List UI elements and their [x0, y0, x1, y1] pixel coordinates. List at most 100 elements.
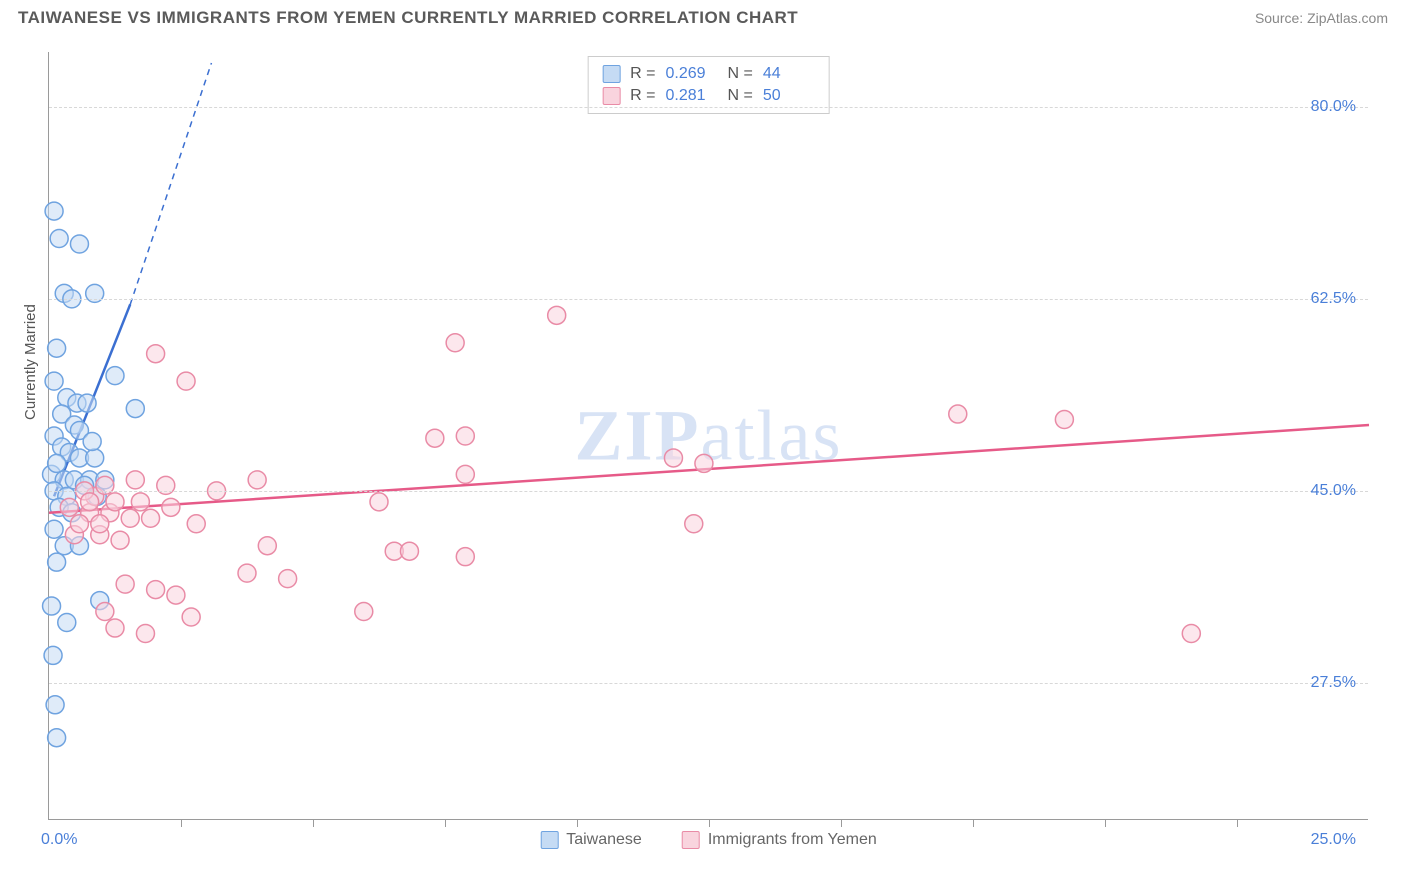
data-point-yemen	[456, 465, 474, 483]
data-point-yemen	[1182, 624, 1200, 642]
data-point-yemen	[685, 515, 703, 533]
x-end-label: 25.0%	[1311, 831, 1356, 849]
data-point-yemen	[70, 515, 88, 533]
legend-label-taiwanese: Taiwanese	[566, 831, 642, 849]
swatch-yemen	[682, 831, 700, 849]
chart-title: TAIWANESE VS IMMIGRANTS FROM YEMEN CURRE…	[18, 8, 798, 28]
data-point-taiwanese	[50, 230, 68, 248]
data-point-yemen	[142, 509, 160, 527]
data-point-yemen	[131, 493, 149, 511]
x-tick	[577, 819, 578, 827]
data-point-taiwanese	[45, 372, 63, 390]
legend-series: Taiwanese Immigrants from Yemen	[540, 831, 877, 849]
chart-header: TAIWANESE VS IMMIGRANTS FROM YEMEN CURRE…	[0, 0, 1406, 34]
gridline	[49, 107, 1368, 108]
y-tick-label: 62.5%	[1311, 290, 1356, 308]
x-origin-label: 0.0%	[41, 831, 77, 849]
data-point-yemen	[60, 498, 78, 516]
gridline	[49, 683, 1368, 684]
x-tick	[841, 819, 842, 827]
data-point-yemen	[147, 581, 165, 599]
data-point-yemen	[187, 515, 205, 533]
legend-stats-row-taiwanese: R = 0.269 N = 44	[602, 63, 815, 85]
scatter-svg	[49, 52, 1368, 819]
y-tick-label: 27.5%	[1311, 674, 1356, 692]
data-point-yemen	[147, 345, 165, 363]
data-point-yemen	[136, 624, 154, 642]
data-point-yemen	[121, 509, 139, 527]
data-point-yemen	[238, 564, 256, 582]
x-tick	[1105, 819, 1106, 827]
data-point-yemen	[695, 454, 713, 472]
data-point-taiwanese	[48, 553, 66, 571]
y-tick-label: 45.0%	[1311, 482, 1356, 500]
swatch-taiwanese	[540, 831, 558, 849]
legend-item-taiwanese: Taiwanese	[540, 831, 642, 849]
data-point-yemen	[106, 619, 124, 637]
data-point-yemen	[111, 531, 129, 549]
x-tick	[181, 819, 182, 827]
data-point-taiwanese	[126, 400, 144, 418]
data-point-yemen	[355, 603, 373, 621]
data-point-yemen	[81, 493, 99, 511]
legend-r-label: R =	[630, 87, 655, 105]
data-point-yemen	[258, 537, 276, 555]
data-point-yemen	[548, 306, 566, 324]
x-tick	[973, 819, 974, 827]
data-point-taiwanese	[48, 454, 66, 472]
data-point-yemen	[167, 586, 185, 604]
data-point-yemen	[248, 471, 266, 489]
data-point-yemen	[456, 427, 474, 445]
data-point-yemen	[91, 515, 109, 533]
trend-line-dash-taiwanese	[130, 63, 211, 304]
legend-r-value-yemen: 0.281	[666, 87, 718, 105]
data-point-yemen	[162, 498, 180, 516]
swatch-yemen	[602, 87, 620, 105]
legend-label-yemen: Immigrants from Yemen	[708, 831, 877, 849]
gridline	[49, 491, 1368, 492]
y-axis-label: Currently Married	[22, 304, 39, 420]
data-point-taiwanese	[48, 729, 66, 747]
data-point-yemen	[400, 542, 418, 560]
x-tick	[1237, 819, 1238, 827]
legend-n-value-yemen: 50	[763, 87, 815, 105]
gridline	[49, 299, 1368, 300]
data-point-taiwanese	[45, 520, 63, 538]
data-point-taiwanese	[43, 597, 61, 615]
data-point-taiwanese	[46, 696, 64, 714]
x-tick	[445, 819, 446, 827]
legend-r-value-taiwanese: 0.269	[666, 65, 718, 83]
legend-r-label: R =	[630, 65, 655, 83]
data-point-yemen	[1055, 411, 1073, 429]
data-point-yemen	[446, 334, 464, 352]
data-point-taiwanese	[83, 432, 101, 450]
legend-stats-row-yemen: R = 0.281 N = 50	[602, 85, 815, 107]
data-point-taiwanese	[48, 339, 66, 357]
data-point-yemen	[116, 575, 134, 593]
legend-n-label: N =	[728, 87, 753, 105]
legend-n-value-taiwanese: 44	[763, 65, 815, 83]
data-point-yemen	[949, 405, 967, 423]
data-point-taiwanese	[106, 367, 124, 385]
legend-n-label: N =	[728, 65, 753, 83]
data-point-taiwanese	[70, 235, 88, 253]
x-tick	[313, 819, 314, 827]
data-point-taiwanese	[58, 614, 76, 632]
data-point-yemen	[126, 471, 144, 489]
swatch-taiwanese	[602, 65, 620, 83]
data-point-yemen	[664, 449, 682, 467]
data-point-yemen	[426, 429, 444, 447]
chart-plot-area: ZIPatlas R = 0.269 N = 44 R = 0.281 N = …	[48, 52, 1368, 820]
data-point-taiwanese	[45, 202, 63, 220]
data-point-yemen	[177, 372, 195, 390]
chart-source: Source: ZipAtlas.com	[1255, 10, 1388, 26]
data-point-yemen	[370, 493, 388, 511]
data-point-yemen	[96, 603, 114, 621]
x-tick	[709, 819, 710, 827]
data-point-taiwanese	[86, 449, 104, 467]
data-point-taiwanese	[44, 646, 62, 664]
data-point-yemen	[279, 570, 297, 588]
data-point-yemen	[182, 608, 200, 626]
legend-item-yemen: Immigrants from Yemen	[682, 831, 877, 849]
data-point-yemen	[106, 493, 124, 511]
